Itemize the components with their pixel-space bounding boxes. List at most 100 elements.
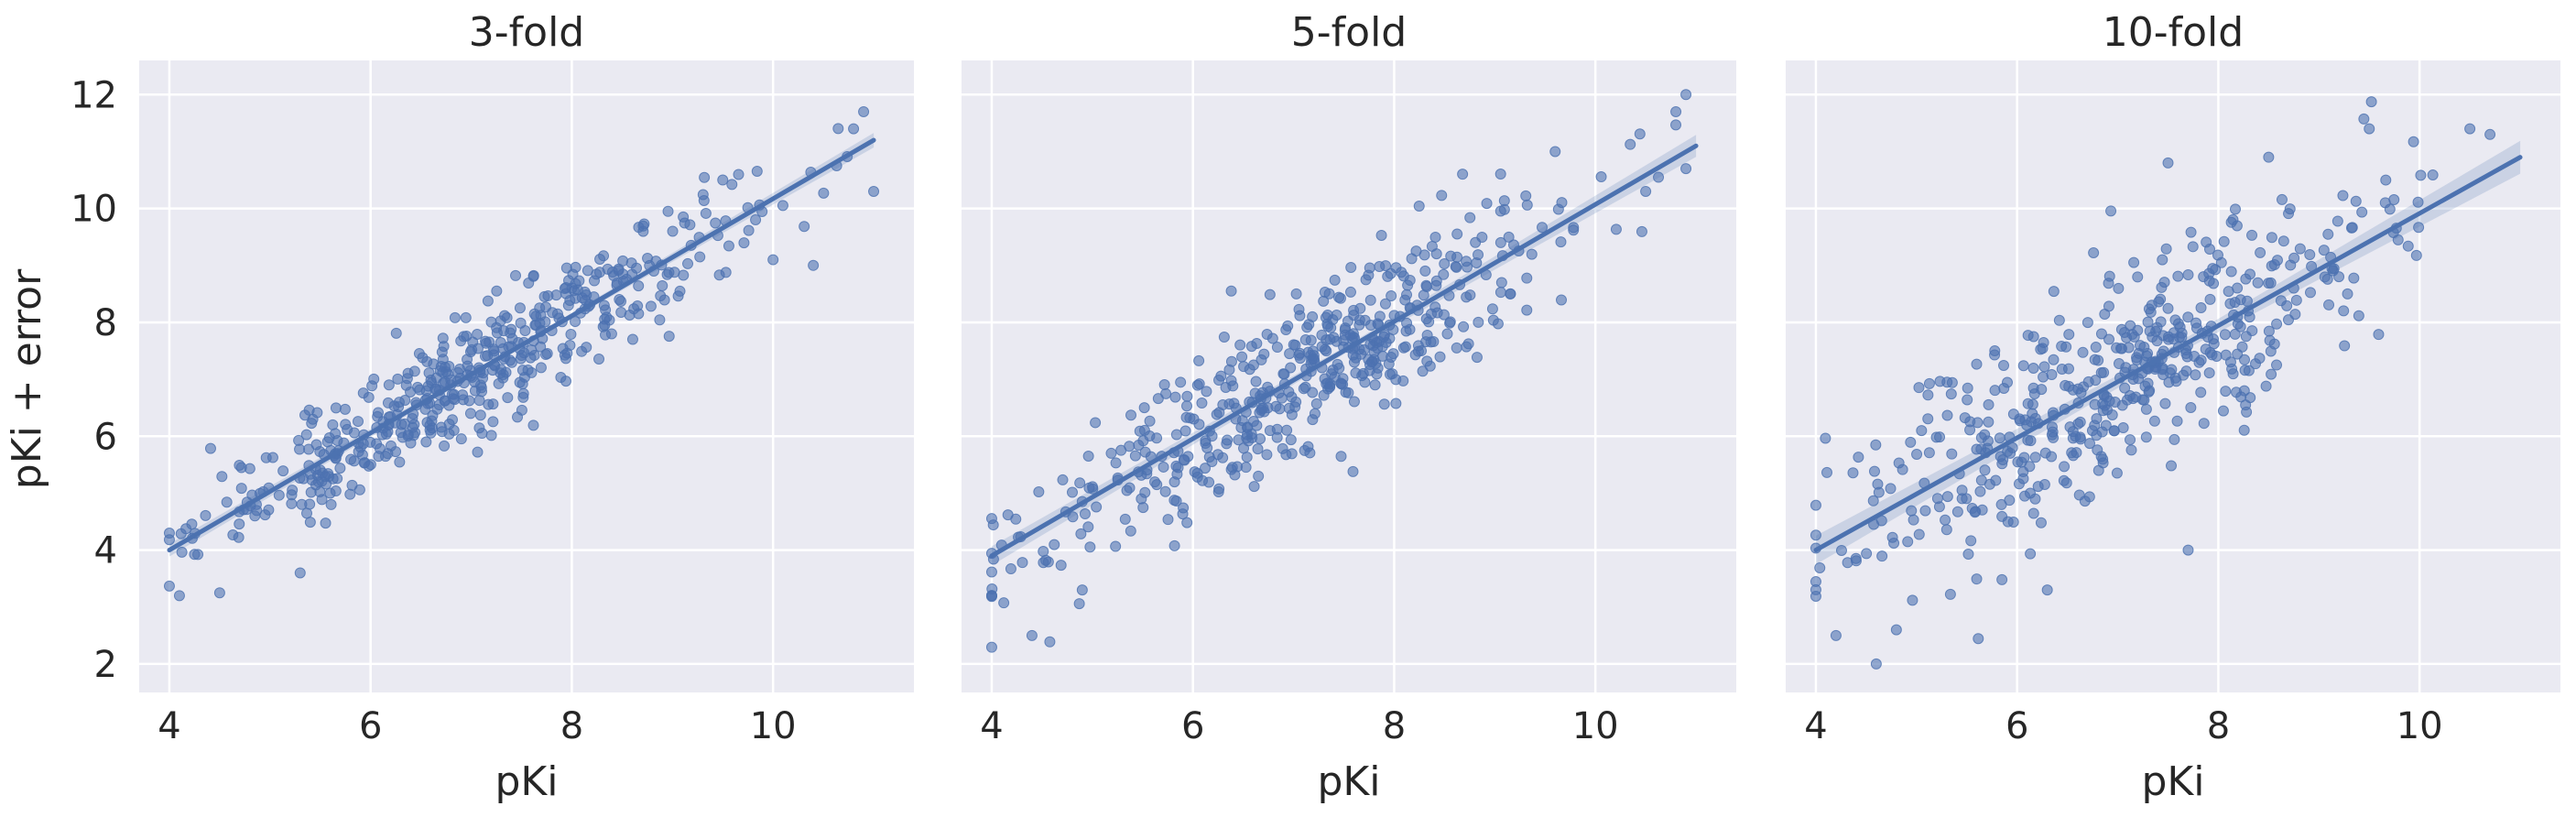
- scatter-point: [2321, 273, 2333, 285]
- scatter-point: [1158, 461, 1169, 473]
- scatter-point: [1876, 550, 1888, 562]
- scatter-point: [1457, 169, 1469, 180]
- scatter-point: [699, 171, 711, 183]
- scatter-point: [777, 200, 788, 212]
- scatter-point: [614, 293, 625, 305]
- scatter-point: [1005, 563, 1016, 575]
- scatter-point: [2415, 169, 2427, 181]
- scatter-point: [717, 174, 729, 186]
- scatter-point: [1890, 624, 1902, 636]
- scatter-point: [420, 436, 432, 448]
- scatter-point: [2056, 340, 2068, 352]
- scatter-point: [251, 505, 263, 517]
- scatter-point: [2201, 236, 2212, 248]
- scatter-point: [998, 597, 1010, 609]
- scatter-point: [2029, 452, 2041, 463]
- scatter-point: [1049, 539, 1060, 550]
- scatter-point: [1495, 277, 1507, 289]
- scatter-point: [2178, 369, 2190, 381]
- scatter-point: [1498, 195, 1510, 207]
- scatter-point: [2092, 354, 2104, 366]
- scatter-point: [1390, 262, 1402, 274]
- scatter-point: [2162, 157, 2174, 169]
- scatter-point: [1975, 474, 1987, 486]
- scatter-point: [1555, 236, 1567, 248]
- scatter-point: [2029, 493, 2041, 505]
- scatter-point: [2140, 431, 2152, 443]
- scatter-point: [2410, 249, 2422, 261]
- scatter-point: [2240, 273, 2252, 285]
- scatter-point: [2190, 317, 2202, 329]
- scatter-point: [2254, 353, 2266, 365]
- scatter-point: [1526, 248, 1538, 260]
- x-axis-label: pKi: [495, 758, 558, 805]
- scatter-point: [2166, 364, 2178, 376]
- scatter-point: [339, 403, 351, 415]
- scatter-point: [1082, 521, 1094, 533]
- scatter-point: [1922, 389, 1934, 401]
- scatter-point: [637, 220, 649, 232]
- scatter-point: [2230, 203, 2242, 215]
- scatter-point: [1379, 298, 1391, 310]
- scatter-point: [221, 496, 233, 508]
- scatter-point: [538, 290, 550, 302]
- scatter-point: [2046, 421, 2058, 433]
- scatter-point: [700, 207, 712, 219]
- scatter-point: [421, 355, 433, 367]
- scatter-point: [2036, 384, 2048, 396]
- scatter-point: [512, 411, 524, 423]
- scatter-point: [1944, 588, 1956, 600]
- scatter-point: [1075, 528, 1087, 539]
- scatter-point: [1278, 368, 1290, 380]
- scatter-point: [474, 409, 486, 421]
- scatter-point: [1537, 222, 1549, 234]
- scatter-point: [1441, 328, 1453, 340]
- scatter-point: [808, 259, 820, 271]
- scatter-point: [2103, 278, 2114, 289]
- scatter-point: [1461, 341, 1473, 353]
- scatter-point: [1956, 493, 1968, 505]
- scatter-point: [2155, 293, 2167, 305]
- scatter-point: [320, 517, 332, 529]
- scatter-point: [2294, 243, 2306, 255]
- scatter-point: [2208, 278, 2220, 289]
- scatter-point: [679, 217, 690, 229]
- scatter-point: [1962, 382, 1973, 394]
- scatter-point: [1495, 169, 1506, 180]
- scatter-point: [1305, 334, 1317, 346]
- scatter-point: [2392, 234, 2404, 245]
- scatter-point: [301, 507, 313, 519]
- scatter-point: [726, 179, 738, 191]
- scatter-point: [1382, 270, 1394, 282]
- scatter-point: [743, 224, 755, 236]
- scatter-points: [1810, 96, 2496, 670]
- scatter-point: [392, 373, 404, 385]
- scatter-point: [2125, 444, 2137, 456]
- scatter-point: [1238, 361, 1250, 373]
- scatter-point: [2342, 288, 2353, 300]
- scatter-point: [2063, 329, 2075, 341]
- scatter-point: [1066, 486, 1078, 498]
- scatter-point: [412, 381, 424, 393]
- scatter-point: [1439, 258, 1451, 270]
- scatter-point: [510, 269, 522, 281]
- scatter-point: [1941, 409, 1953, 421]
- scatter-point: [626, 333, 638, 345]
- scatter-point: [192, 549, 204, 561]
- scatter-point: [2105, 205, 2117, 217]
- scatter-point: [527, 269, 539, 281]
- scatter-point: [1162, 514, 1174, 526]
- scatter-point: [1995, 498, 2007, 510]
- x-tick-label: 6: [359, 705, 382, 747]
- scatter-point: [2348, 272, 2360, 284]
- scatter-point: [176, 546, 188, 558]
- scatter-point: [2182, 311, 2194, 323]
- scatter-point: [2090, 341, 2102, 353]
- scatter-point: [1283, 386, 1295, 398]
- scatter-point: [2113, 282, 2125, 294]
- scatter-point: [1897, 463, 1908, 475]
- scatter-point: [1290, 288, 1302, 300]
- scatter-point: [2182, 544, 2194, 556]
